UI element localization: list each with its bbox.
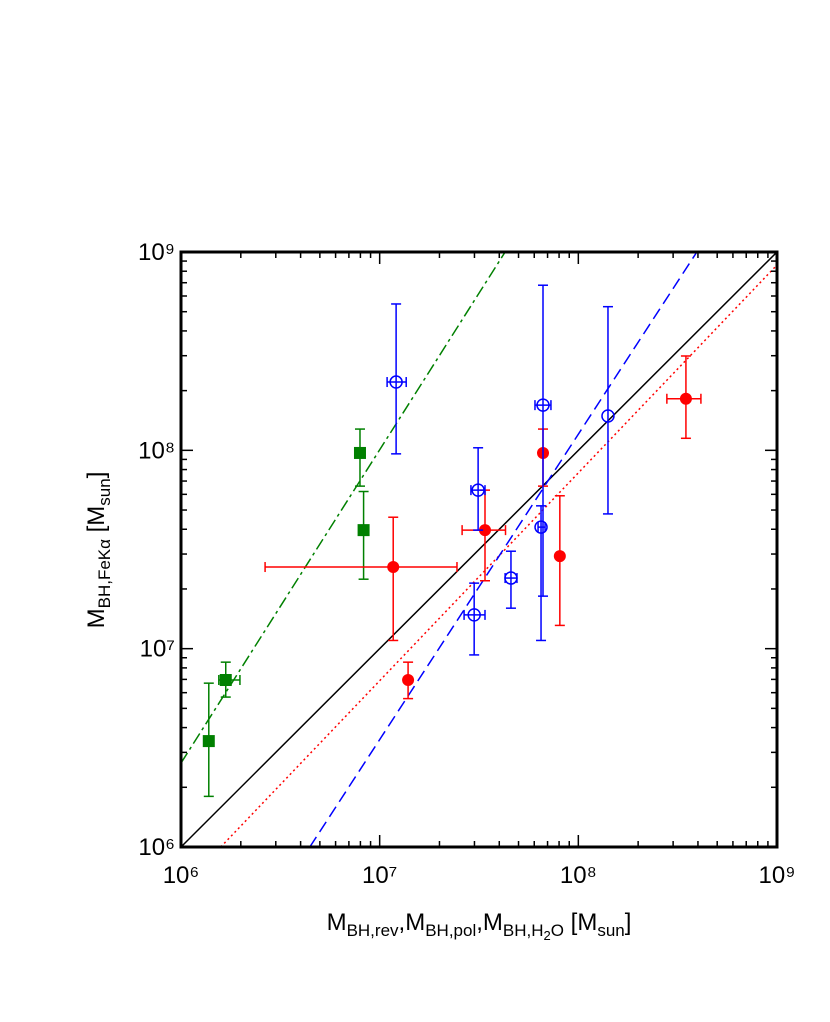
plot-frame xyxy=(179,250,779,849)
label-part: sun xyxy=(95,478,114,505)
label-part: M xyxy=(83,608,110,628)
fit-line xyxy=(309,251,698,848)
x-tick-label: 10⁶ xyxy=(163,862,200,889)
fit-line xyxy=(180,251,506,764)
y-tick-label: 10⁹ xyxy=(138,239,175,266)
label-part: [M xyxy=(83,506,110,539)
x-tick-label: 10⁹ xyxy=(759,862,796,889)
point xyxy=(478,524,491,537)
label-part: ] xyxy=(83,472,110,479)
point xyxy=(536,398,550,412)
fit-line xyxy=(180,251,778,848)
y-tick-label: 10⁶ xyxy=(138,834,175,861)
point xyxy=(679,392,692,405)
label-part: O xyxy=(551,921,564,940)
label-part: BH,FeKα xyxy=(95,539,114,609)
label-part: M xyxy=(327,909,347,936)
label-part: BH,rev xyxy=(347,921,399,940)
label-part: 2 xyxy=(544,928,551,943)
point xyxy=(219,674,232,687)
label-part: [M xyxy=(564,909,597,936)
point xyxy=(202,735,215,748)
point xyxy=(553,550,566,563)
point xyxy=(389,375,403,389)
point xyxy=(601,409,615,423)
point xyxy=(387,561,400,574)
y-tick-label: 10⁷ xyxy=(140,636,175,663)
point xyxy=(504,571,518,585)
label-part: ,M xyxy=(399,909,426,936)
point xyxy=(534,520,548,534)
point xyxy=(402,674,415,687)
point xyxy=(353,446,366,459)
label-part: sun xyxy=(597,921,624,940)
y-tick-label: 10⁸ xyxy=(138,437,175,464)
x-tick-label: 10⁷ xyxy=(362,862,397,889)
label-part: ,M xyxy=(476,909,503,936)
label-part: BH,H xyxy=(503,921,544,940)
point xyxy=(357,524,370,537)
label-part: ] xyxy=(625,909,632,936)
point xyxy=(471,483,485,497)
y-axis-label: MBH,FeKα [Msun] xyxy=(83,472,114,629)
point xyxy=(467,608,481,622)
fit-line xyxy=(220,264,778,848)
x-axis-label: MBH,rev,MBH,pol,MBH,H2O [Msun] xyxy=(327,909,632,943)
x-tick-label: 10⁸ xyxy=(560,862,597,889)
label-part: BH,pol xyxy=(425,921,476,940)
